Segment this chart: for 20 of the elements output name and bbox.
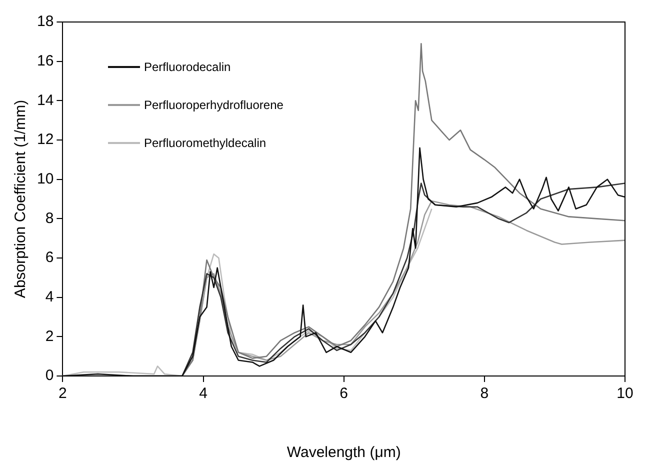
y-tick-label: 14 (36, 92, 54, 109)
x-tick-label: 4 (199, 385, 208, 402)
legend-label: Perfluoroperhydrofluorene (144, 98, 284, 112)
y-axis-title: Absorption Coefficient (1/mm) (12, 100, 30, 298)
legend-label: Perfluoromethyldecalin (144, 136, 266, 150)
x-tick-label: 6 (340, 385, 348, 402)
y-tick-label: 0 (45, 367, 54, 384)
y-tick-label: 12 (36, 131, 54, 148)
y-tick-label: 10 (36, 170, 54, 188)
y-tick-label: 8 (45, 210, 54, 227)
legend-label: Perfluorodecalin (144, 60, 231, 74)
y-tick-label: 6 (45, 249, 54, 266)
y-tick-label: 18 (36, 13, 54, 30)
x-axis-title: Wavelength (μm) (286, 444, 401, 462)
y-tick-label: 4 (45, 288, 54, 306)
y-tick-label: 16 (36, 52, 54, 70)
y-tick-label: 2 (45, 328, 54, 345)
x-tick-label: 2 (58, 385, 67, 402)
x-tick-label: 8 (480, 385, 489, 402)
x-tick-label: 10 (616, 385, 634, 402)
